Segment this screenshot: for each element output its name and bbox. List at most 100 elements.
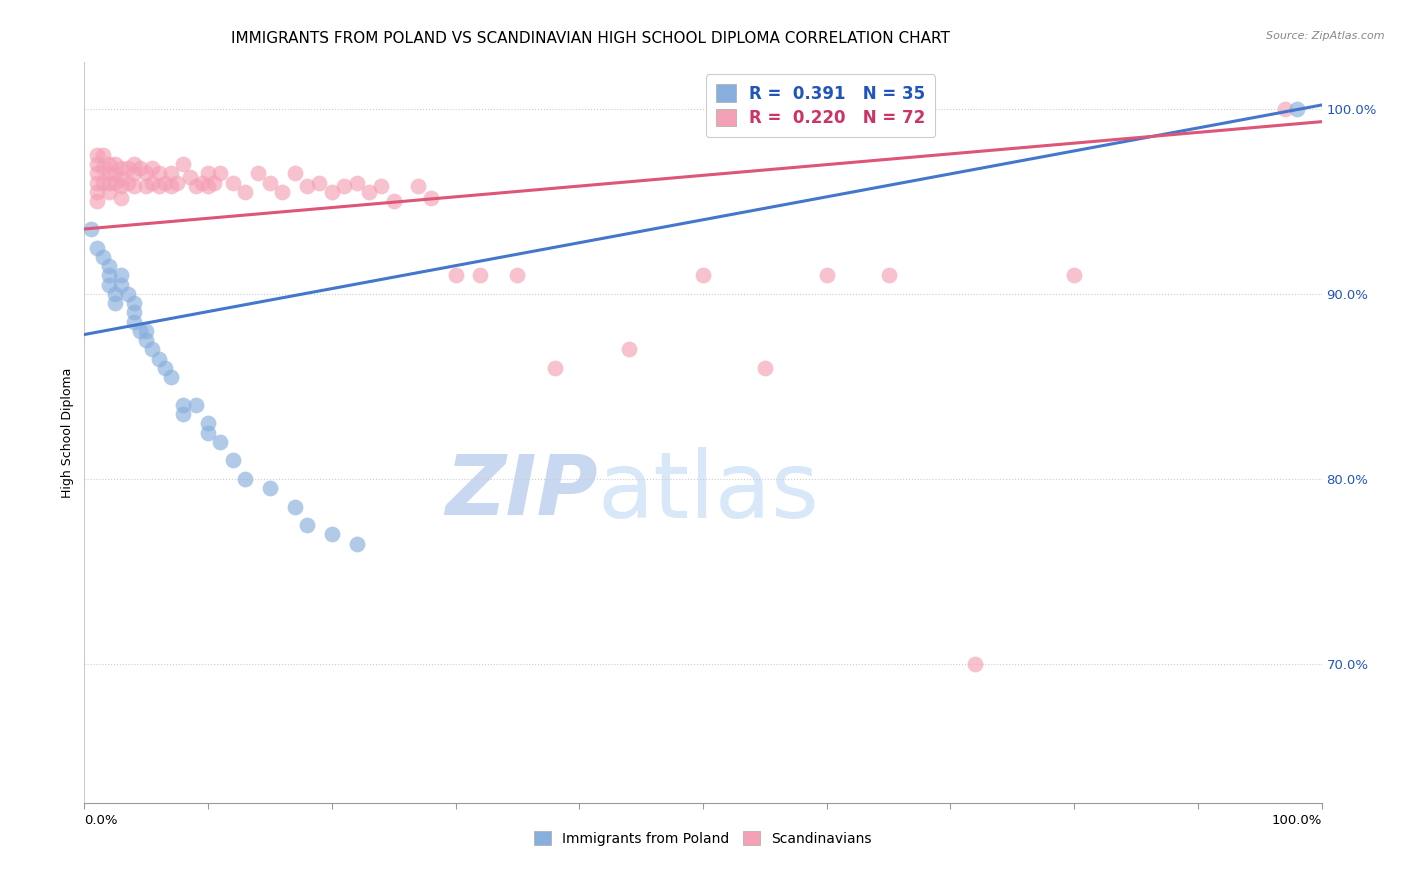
Point: [202, 176, 225, 190]
Point: [129, 161, 152, 175]
Point: [98, 176, 121, 190]
Point: [370, 179, 392, 194]
Point: [160, 370, 183, 384]
Point: [222, 453, 245, 467]
Point: [104, 176, 127, 190]
Text: IMMIGRANTS FROM POLAND VS SCANDINAVIAN HIGH SCHOOL DIPLOMA CORRELATION CHART: IMMIGRANTS FROM POLAND VS SCANDINAVIAN H…: [231, 31, 950, 46]
Point: [110, 268, 132, 283]
Point: [222, 176, 245, 190]
Point: [110, 277, 132, 292]
Point: [148, 166, 170, 180]
Point: [129, 324, 152, 338]
Point: [91, 148, 114, 162]
Point: [197, 417, 219, 431]
Point: [382, 194, 405, 209]
Point: [141, 161, 163, 175]
Point: [259, 176, 281, 190]
Point: [295, 179, 318, 194]
Point: [184, 179, 207, 194]
Point: [135, 179, 157, 194]
Point: [172, 157, 194, 171]
Point: [148, 351, 170, 366]
Point: [444, 268, 467, 283]
Point: [346, 536, 368, 550]
Point: [197, 425, 219, 440]
Point: [233, 185, 256, 199]
Point: [86, 185, 108, 199]
Point: [122, 179, 145, 194]
Point: [91, 176, 114, 190]
Point: [543, 360, 565, 375]
Y-axis label: High School Diploma: High School Diploma: [60, 368, 75, 498]
Point: [86, 148, 108, 162]
Point: [321, 185, 343, 199]
Point: [122, 296, 145, 310]
Point: [141, 343, 163, 357]
Point: [86, 240, 108, 254]
Point: [295, 518, 318, 533]
Point: [86, 157, 108, 171]
Point: [470, 268, 492, 283]
Point: [153, 176, 176, 190]
Point: [104, 166, 127, 180]
Point: [148, 179, 170, 194]
Point: [191, 176, 214, 190]
Point: [86, 166, 108, 180]
Point: [346, 176, 368, 190]
Point: [965, 657, 987, 671]
Text: atlas: atlas: [598, 447, 820, 537]
Point: [135, 333, 157, 347]
Point: [110, 190, 132, 204]
Text: 0.0%: 0.0%: [84, 814, 118, 827]
Point: [209, 166, 232, 180]
Point: [271, 185, 294, 199]
Text: Source: ZipAtlas.com: Source: ZipAtlas.com: [1267, 31, 1385, 41]
Point: [209, 434, 232, 449]
Point: [98, 259, 121, 273]
Point: [1274, 102, 1296, 116]
Point: [91, 250, 114, 264]
Point: [617, 343, 640, 357]
Point: [135, 324, 157, 338]
Point: [877, 268, 900, 283]
Point: [172, 398, 194, 412]
Point: [233, 472, 256, 486]
Point: [153, 360, 176, 375]
Point: [104, 286, 127, 301]
Point: [122, 305, 145, 319]
Point: [815, 268, 838, 283]
Point: [86, 194, 108, 209]
Point: [408, 179, 430, 194]
Point: [98, 277, 121, 292]
Point: [110, 172, 132, 186]
Point: [754, 360, 776, 375]
Point: [506, 268, 529, 283]
Point: [98, 166, 121, 180]
Point: [1285, 102, 1308, 116]
Point: [246, 166, 269, 180]
Point: [160, 166, 183, 180]
Point: [98, 268, 121, 283]
Point: [141, 176, 163, 190]
Point: [117, 286, 139, 301]
Point: [122, 157, 145, 171]
Point: [86, 176, 108, 190]
Point: [284, 500, 307, 514]
Point: [79, 222, 101, 236]
Text: ZIP: ZIP: [446, 451, 598, 533]
Point: [110, 179, 132, 194]
Point: [117, 176, 139, 190]
Point: [160, 179, 183, 194]
Point: [184, 398, 207, 412]
Point: [135, 166, 157, 180]
Point: [197, 179, 219, 194]
Point: [117, 161, 139, 175]
Text: 100.0%: 100.0%: [1271, 814, 1322, 827]
Point: [321, 527, 343, 541]
Point: [122, 166, 145, 180]
Point: [166, 176, 188, 190]
Point: [333, 179, 356, 194]
Point: [91, 161, 114, 175]
Point: [259, 481, 281, 495]
Point: [179, 170, 201, 185]
